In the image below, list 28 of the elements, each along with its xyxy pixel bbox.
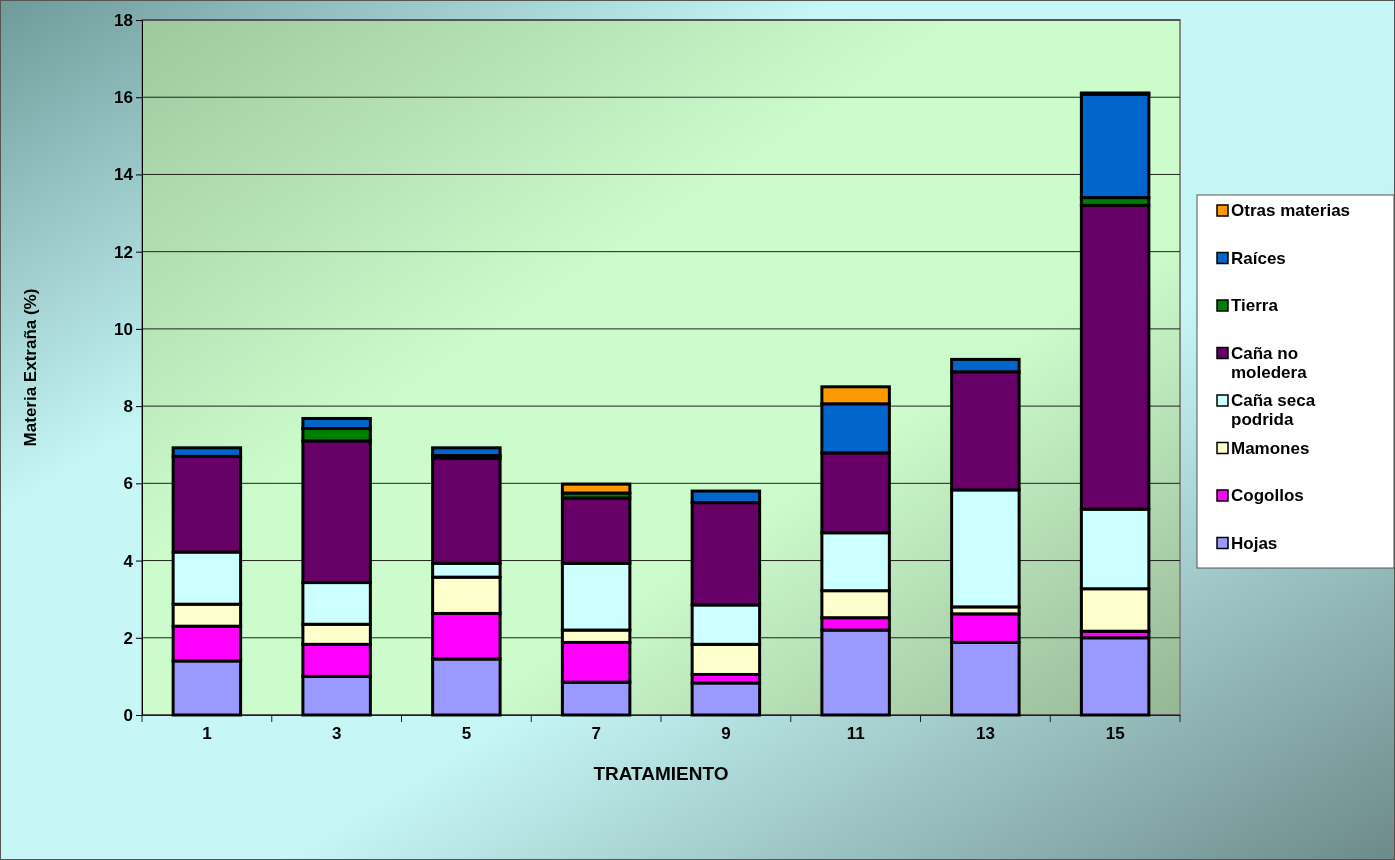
y-tick-label: 0 xyxy=(123,705,133,725)
legend-label: Hojas xyxy=(1231,533,1278,553)
legend-label: Otras materias xyxy=(1231,201,1351,220)
legend-label: Caña seca podrida xyxy=(1231,391,1316,429)
y-tick-label: 12 xyxy=(114,242,133,262)
legend-label: Raíces xyxy=(1231,248,1286,268)
x-tick-label: 5 xyxy=(461,724,472,744)
y-tick-label: 8 xyxy=(123,397,133,417)
legend-label: Cogollos xyxy=(1231,486,1304,505)
x-tick-label: 3 xyxy=(331,724,342,744)
legend-label: Tierra xyxy=(1231,296,1279,315)
y-tick-label: 18 xyxy=(114,10,133,30)
x-tick-label: 15 xyxy=(1105,724,1125,744)
x-tick-label: 13 xyxy=(975,724,995,744)
y-axis-title: Materia Extraña (%) xyxy=(21,288,40,447)
y-tick-label: 6 xyxy=(123,474,133,494)
y-tick-label: 10 xyxy=(114,319,133,339)
legend-label: Caña no moledera xyxy=(1231,343,1308,382)
y-tick-label: 14 xyxy=(114,165,134,185)
x-axis-title: TRATAMIENTO xyxy=(593,763,729,784)
x-tick-label: 7 xyxy=(591,724,601,744)
x-tick-label: 1 xyxy=(202,724,212,744)
y-tick-label: 2 xyxy=(123,628,133,648)
x-tick-label: 9 xyxy=(721,724,731,744)
y-tick-label: 16 xyxy=(114,88,133,108)
legend-label: Mamones xyxy=(1231,438,1310,458)
x-tick-label: 11 xyxy=(846,724,865,744)
y-tick-label: 4 xyxy=(123,551,134,571)
